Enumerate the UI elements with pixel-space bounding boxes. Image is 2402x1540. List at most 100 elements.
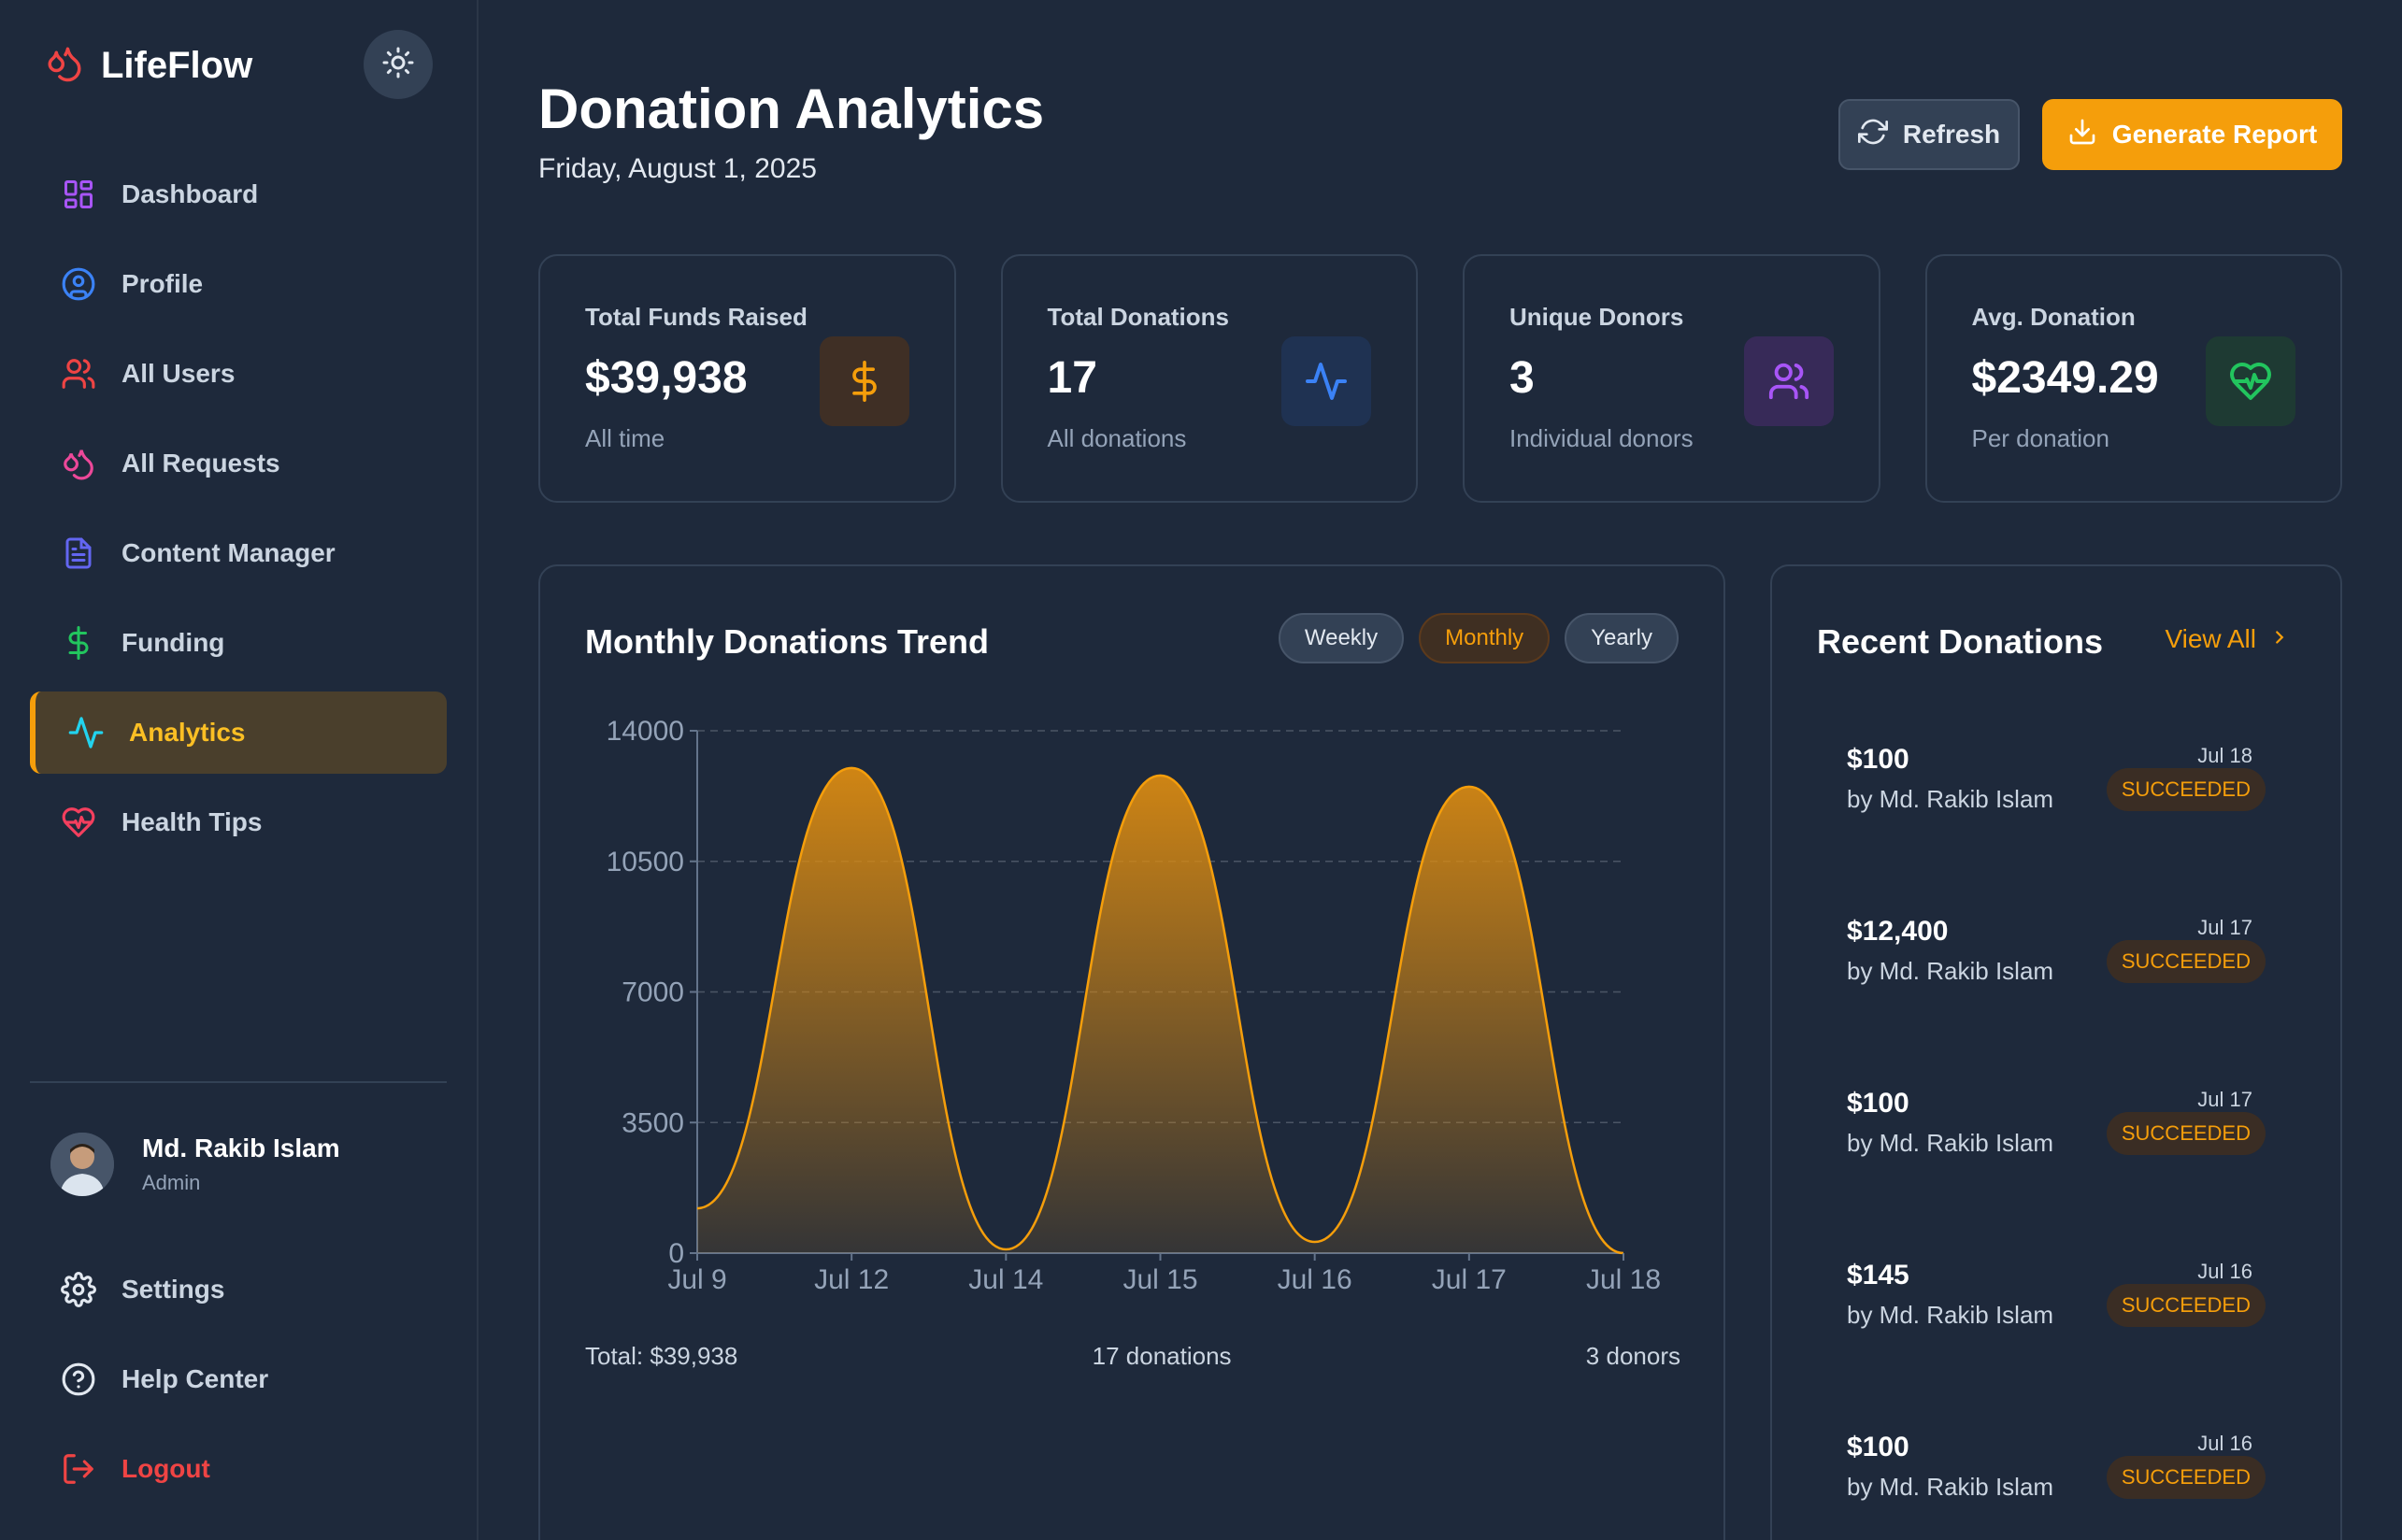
x-tick-label: Jul 18 bbox=[1586, 1264, 1661, 1295]
donation-amount: $100 bbox=[1847, 744, 1909, 775]
sidebar: LifeFlow Dashboard Profile All Us bbox=[0, 0, 479, 1540]
y-tick-label: 3500 bbox=[622, 1107, 684, 1138]
sidebar-item-all-users[interactable]: All Users bbox=[30, 333, 447, 415]
sun-icon bbox=[381, 46, 415, 84]
donation-item[interactable]: $12,400 by Md. Rakib Islam Jul 17 SUCCEE… bbox=[1847, 916, 2266, 1028]
area-chart: 0 3500 7000 10500 14000 Jul 9 Jul 12 Jul 14 Jul … bbox=[607, 716, 1661, 1295]
stat-sub: All time bbox=[585, 424, 665, 452]
donation-date: Jul 16 bbox=[2197, 1260, 2252, 1283]
donation-item[interactable]: $100 by Md. Rakib Islam Jul 18 SUCCEEDED bbox=[1847, 744, 2266, 856]
refresh-button[interactable]: Refresh bbox=[1838, 99, 2020, 170]
stat-value: $39,938 bbox=[585, 353, 748, 403]
tab-weekly[interactable]: Weekly bbox=[1278, 613, 1405, 663]
sidebar-item-label: Health Tips bbox=[122, 807, 263, 836]
period-tabs: Weekly Monthly Yearly bbox=[1278, 613, 1679, 663]
donation-amount: $145 bbox=[1847, 1260, 1909, 1290]
stat-cards: Total Funds Raised $39,938 All time Tota… bbox=[538, 254, 2342, 503]
stat-label: Total Funds Raised bbox=[585, 303, 808, 331]
dollar-icon bbox=[60, 624, 97, 662]
avatar bbox=[50, 1133, 114, 1196]
logout-icon bbox=[60, 1450, 97, 1488]
y-tick-label: 0 bbox=[668, 1238, 684, 1269]
user-circle-icon bbox=[60, 265, 97, 303]
user-info: Md. Rakib Islam Admin bbox=[142, 1134, 340, 1195]
recent-donations-card: Recent Donations View All $100 by Md. Ra… bbox=[1770, 564, 2342, 1540]
sidebar-nav: Dashboard Profile All Users All Requests… bbox=[30, 153, 447, 871]
refresh-label: Refresh bbox=[1902, 120, 2001, 149]
document-icon bbox=[60, 535, 97, 572]
sidebar-item-label: Profile bbox=[122, 269, 204, 298]
heart-pulse-icon bbox=[2206, 336, 2295, 426]
donation-date: Jul 17 bbox=[2197, 916, 2252, 939]
gear-icon bbox=[60, 1271, 97, 1308]
tab-yearly[interactable]: Yearly bbox=[1565, 613, 1679, 663]
sidebar-item-health-tips[interactable]: Health Tips bbox=[30, 781, 447, 863]
view-all-link[interactable]: View All bbox=[2165, 624, 2290, 654]
status-badge: SUCCEEDED bbox=[2106, 1112, 2266, 1155]
stat-card-total-funds: Total Funds Raised $39,938 All time bbox=[538, 254, 956, 503]
logout-button[interactable]: Logout bbox=[30, 1428, 447, 1510]
sidebar-item-analytics[interactable]: Analytics bbox=[30, 692, 447, 774]
sidebar-item-dashboard[interactable]: Dashboard bbox=[30, 153, 447, 235]
sidebar-item-label: Dashboard bbox=[122, 179, 259, 208]
donation-date: Jul 17 bbox=[2197, 1088, 2252, 1111]
help-center-link[interactable]: Help Center bbox=[30, 1338, 447, 1420]
donation-donor: by Md. Rakib Islam bbox=[1847, 1473, 2054, 1501]
users-icon bbox=[60, 355, 97, 392]
sidebar-item-label: All Requests bbox=[122, 449, 280, 478]
stat-label: Unique Donors bbox=[1509, 303, 1684, 331]
sidebar-item-funding[interactable]: Funding bbox=[30, 602, 447, 684]
chart-title: Monthly Donations Trend bbox=[585, 622, 989, 661]
stat-label: Avg. Donation bbox=[1971, 303, 2136, 331]
stat-label: Total Donations bbox=[1047, 303, 1230, 331]
x-tick-label: Jul 14 bbox=[968, 1264, 1043, 1295]
user-profile[interactable]: Md. Rakib Islam Admin bbox=[50, 1133, 340, 1196]
grid-icon bbox=[60, 176, 97, 213]
download-icon bbox=[2067, 117, 2097, 153]
sidebar-item-all-requests[interactable]: All Requests bbox=[30, 422, 447, 505]
tab-monthly[interactable]: Monthly bbox=[1419, 613, 1551, 663]
donation-date: Jul 18 bbox=[2197, 744, 2252, 767]
main-content: Donation Analytics Friday, August 1, 202… bbox=[538, 0, 2342, 1540]
stat-sub: Per donation bbox=[1971, 424, 2109, 452]
x-tick-label: Jul 17 bbox=[1432, 1264, 1507, 1295]
stat-sub: Individual donors bbox=[1509, 424, 1694, 452]
dollar-icon bbox=[819, 336, 909, 426]
donation-item[interactable]: $145 by Md. Rakib Islam Jul 16 SUCCEEDED bbox=[1847, 1260, 2266, 1372]
blood-drop-icon bbox=[60, 445, 97, 482]
brand-name: LifeFlow bbox=[101, 44, 253, 86]
sidebar-item-profile[interactable]: Profile bbox=[30, 243, 447, 325]
page-title: Donation Analytics bbox=[538, 78, 1045, 140]
users-icon bbox=[1743, 336, 1834, 426]
help-center-label: Help Center bbox=[122, 1364, 269, 1393]
donation-item[interactable]: $100 by Md. Rakib Islam Jul 16 SUCCEEDED bbox=[1847, 1432, 2266, 1540]
x-tick-label: Jul 15 bbox=[1122, 1264, 1197, 1295]
recent-donations-title: Recent Donations bbox=[1817, 622, 2104, 661]
chevron-right-icon bbox=[2269, 624, 2290, 654]
bottom-nav: Settings Help Center Logout bbox=[30, 1248, 447, 1518]
chart-footer-total: Total: $39,938 bbox=[585, 1342, 738, 1370]
chart-footer-donors: 3 donors bbox=[1585, 1342, 1680, 1370]
sidebar-divider bbox=[30, 1081, 447, 1083]
donation-donor: by Md. Rakib Islam bbox=[1847, 785, 2054, 813]
sidebar-item-label: Analytics bbox=[129, 718, 246, 747]
generate-report-button[interactable]: Generate Report bbox=[2042, 99, 2342, 170]
sidebar-item-content-manager[interactable]: Content Manager bbox=[30, 512, 447, 594]
stat-sub: All donations bbox=[1047, 424, 1187, 452]
stat-card-total-donations: Total Donations 17 All donations bbox=[1000, 254, 1418, 503]
view-all-label: View All bbox=[2165, 624, 2256, 653]
settings-link[interactable]: Settings bbox=[30, 1248, 447, 1331]
donations-trend-card: Monthly Donations Trend Weekly Monthly Y… bbox=[538, 564, 1725, 1540]
chart-footer: Total: $39,938 17 donations 3 donors bbox=[585, 1342, 1680, 1371]
donation-amount: $12,400 bbox=[1847, 916, 1949, 947]
activity-icon bbox=[1281, 336, 1371, 426]
theme-toggle-button[interactable] bbox=[364, 30, 433, 99]
stat-card-unique-donors: Unique Donors 3 Individual donors bbox=[1463, 254, 1880, 503]
donation-item[interactable]: $100 by Md. Rakib Islam Jul 17 SUCCEEDED bbox=[1847, 1088, 2266, 1200]
y-tick-label: 7000 bbox=[622, 977, 684, 1008]
donation-date: Jul 16 bbox=[2197, 1432, 2252, 1455]
series-line bbox=[696, 766, 1624, 1255]
brand[interactable]: LifeFlow bbox=[45, 37, 252, 93]
stat-value: $2349.29 bbox=[1971, 353, 2159, 403]
blood-drop-icon bbox=[45, 42, 84, 90]
